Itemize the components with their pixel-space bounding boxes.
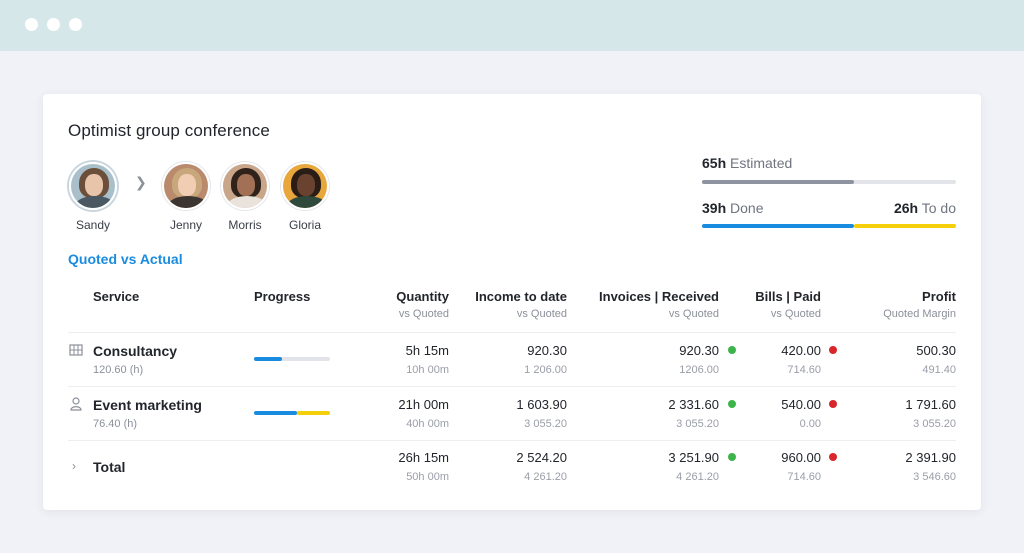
avatar: [69, 162, 117, 210]
window-dot-minimize[interactable]: [47, 18, 60, 31]
invoice-status-dot: [728, 346, 736, 354]
quantity: 5h 15m: [405, 343, 449, 358]
profit: 1 791.60: [905, 397, 956, 412]
window-titlebar: [0, 0, 1024, 51]
header-bills-sub: vs Quoted: [770, 308, 821, 320]
income: 920.30: [527, 343, 567, 358]
bill-status-dot: [829, 400, 837, 408]
divider: [68, 440, 956, 441]
todo-hours: 26h To do: [894, 200, 956, 216]
team-member[interactable]: Morris: [210, 162, 280, 232]
person-icon: [70, 397, 82, 414]
estimated-hours: 65h Estimated: [702, 155, 792, 171]
done-label: Done: [730, 200, 764, 216]
quoted-vs-actual-link[interactable]: Quoted vs Actual: [68, 251, 183, 267]
income-quoted: 1 206.00: [524, 364, 567, 376]
header-quantity-sub: vs Quoted: [398, 308, 449, 320]
header-income-sub: vs Quoted: [516, 308, 567, 320]
income: 1 603.90: [516, 397, 567, 412]
service-hours: 120.60 (h): [93, 364, 144, 376]
chevron-right-icon: ❯: [135, 174, 147, 190]
estimated-label: Estimated: [730, 155, 793, 171]
header-income[interactable]: Income to date: [475, 289, 567, 304]
todo-bar: [854, 224, 956, 228]
window-dot-close[interactable]: [25, 18, 38, 31]
team-member[interactable]: Jenny: [151, 162, 221, 232]
quantity-quoted: 50h 00m: [406, 471, 449, 483]
chevron-right-icon[interactable]: ›: [72, 459, 76, 473]
progress-fill-done: [254, 357, 282, 361]
project-title: Optimist group conference: [68, 121, 270, 140]
bills: 420.00: [781, 343, 821, 358]
window-dot-maximize[interactable]: [69, 18, 82, 31]
bills-quoted: 0.00: [799, 418, 821, 430]
progress-fill-todo: [297, 411, 330, 415]
invoices: 3 251.90: [668, 450, 719, 465]
done-hours: 39h Done: [702, 200, 763, 216]
quantity-quoted: 40h 00m: [406, 418, 449, 430]
header-invoices-sub: vs Quoted: [668, 308, 719, 320]
quantity-quoted: 10h 00m: [406, 364, 449, 376]
total-label: Total: [93, 459, 126, 475]
team-lead[interactable]: Sandy: [58, 162, 128, 232]
profit: 500.30: [916, 343, 956, 358]
profit-margin: 3 055.20: [913, 418, 956, 430]
team-member[interactable]: Gloria: [270, 162, 340, 232]
member-name: Gloria: [288, 218, 321, 232]
quantity: 21h 00m: [398, 397, 449, 412]
service-name: Consultancy: [93, 343, 178, 359]
progress-fill-done: [254, 411, 297, 415]
invoices-quoted: 3 055.20: [676, 418, 719, 430]
invoice-status-dot: [728, 453, 736, 461]
service-hours: 76.40 (h): [93, 418, 138, 430]
avatar: [221, 162, 269, 210]
member-name: Jenny: [169, 218, 203, 232]
income-quoted: 3 055.20: [524, 418, 567, 430]
bill-status-dot: [829, 346, 837, 354]
invoices-quoted: 4 261.20: [676, 471, 719, 483]
member-name: Morris: [228, 218, 262, 232]
avatar: [162, 162, 210, 210]
header-profit[interactable]: Profit: [922, 289, 956, 304]
income: 2 524.20: [516, 450, 567, 465]
todo-label: To do: [921, 200, 956, 216]
profit: 2 391.90: [905, 450, 956, 465]
done-value: 39h: [702, 200, 727, 216]
done-bar: [702, 224, 854, 228]
avatar: [281, 162, 329, 210]
profit-margin: 3 546.60: [913, 471, 956, 483]
header-invoices[interactable]: Invoices | Received: [599, 289, 719, 304]
header-bills[interactable]: Bills | Paid: [755, 289, 821, 304]
profit-margin: 491.40: [922, 364, 956, 376]
service-name: Event marketing: [93, 397, 202, 413]
project-card: Optimist group conference Sandy ❯ Jenny …: [43, 94, 981, 510]
header-progress[interactable]: Progress: [254, 289, 311, 304]
header-quantity[interactable]: Quantity: [396, 289, 449, 304]
bills-quoted: 714.60: [787, 471, 821, 483]
header-service[interactable]: Service: [93, 289, 140, 304]
invoices: 920.30: [679, 343, 719, 358]
estimated-value: 65h: [702, 155, 727, 171]
invoices: 2 331.60: [668, 397, 719, 412]
divider: [68, 386, 956, 387]
estimated-bar-fill: [702, 180, 854, 184]
quantity: 26h 15m: [398, 450, 449, 465]
todo-value: 26h: [893, 200, 919, 216]
header-profit-sub: Quoted Margin: [883, 308, 956, 320]
invoice-status-dot: [728, 400, 736, 408]
building-icon: [69, 343, 83, 359]
bills: 960.00: [781, 450, 821, 465]
bill-status-dot: [829, 453, 837, 461]
member-name: Sandy: [75, 218, 111, 232]
divider: [68, 332, 956, 333]
bills: 540.00: [781, 397, 821, 412]
progress-track: [254, 357, 330, 361]
invoices-quoted: 1206.00: [679, 364, 719, 376]
income-quoted: 4 261.20: [524, 471, 567, 483]
bills-quoted: 714.60: [787, 364, 821, 376]
